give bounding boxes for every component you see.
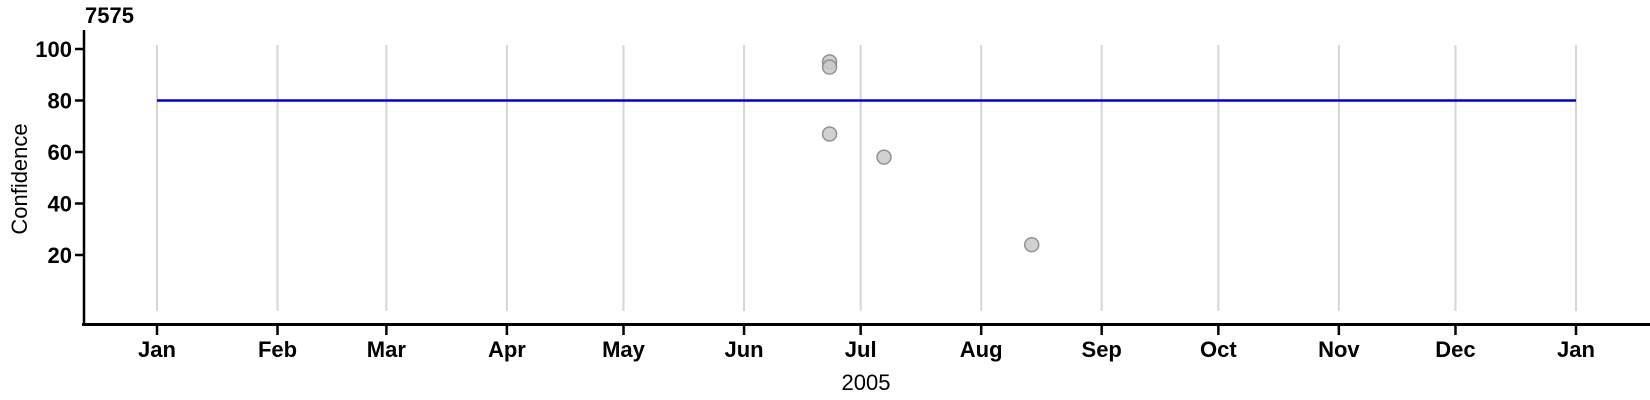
data-point: [876, 149, 892, 165]
y-tick-label: 80: [48, 89, 72, 114]
x-tick-label: Oct: [1200, 337, 1237, 362]
data-point: [821, 126, 838, 142]
x-tick-label: Jan: [138, 337, 176, 362]
x-tick-label: Jan: [1557, 337, 1595, 362]
x-axis-label: 2005: [841, 370, 891, 395]
x-tick-label: Jun: [724, 337, 763, 362]
x-tick-label: May: [602, 337, 646, 362]
x-tick-label: Nov: [1318, 337, 1360, 362]
x-tick-label: Mar: [367, 337, 407, 362]
y-tick-label: 40: [48, 192, 72, 217]
chart-title: 7575: [85, 3, 134, 28]
x-tick-label: Apr: [488, 337, 526, 362]
data-point: [821, 59, 838, 75]
x-tick-label: Aug: [960, 337, 1003, 362]
data-point: [1023, 236, 1040, 253]
y-tick-label: 60: [48, 140, 72, 165]
y-tick-label: 100: [35, 37, 72, 62]
x-tick-label: Feb: [258, 337, 297, 362]
x-tick-label: Jul: [845, 337, 877, 362]
y-tick-label: 20: [48, 243, 72, 268]
x-tick-label: Sep: [1082, 337, 1122, 362]
x-tick-label: Dec: [1435, 337, 1475, 362]
